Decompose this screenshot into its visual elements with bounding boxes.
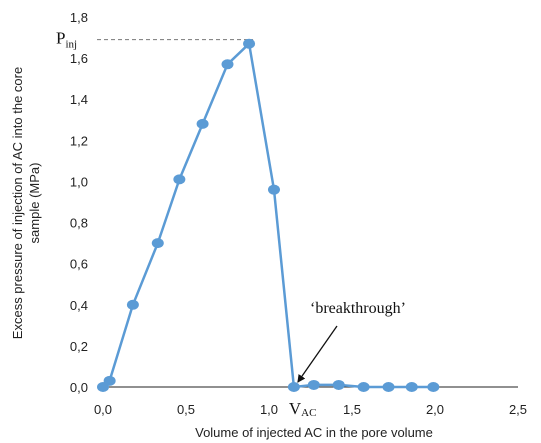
- data-point: [103, 375, 116, 386]
- data-point: [221, 59, 234, 70]
- data-point: [267, 184, 280, 195]
- y-tick-label: 0,4: [70, 298, 88, 313]
- data-point: [196, 118, 209, 129]
- vac-label: VAC: [289, 399, 317, 419]
- x-axis-tick-labels: 0,0 0,5 1,0 1,5 2,0 2,5: [94, 402, 527, 417]
- data-point: [151, 238, 164, 249]
- y-tick-label: 1,8: [70, 10, 88, 25]
- y-tick-label: 0,6: [70, 257, 88, 272]
- series-layer: [97, 38, 440, 392]
- vac-label-main: V: [289, 399, 302, 418]
- x-axis-title: Volume of injected AC in the pore volume: [195, 425, 433, 440]
- data-point: [382, 382, 395, 392]
- data-point: [126, 299, 139, 310]
- data-point: [307, 379, 320, 390]
- x-tick-label: 0,0: [94, 402, 112, 417]
- vac-label-sub: AC: [301, 407, 316, 419]
- y-tick-label: 1,0: [70, 174, 88, 189]
- y-tick-label: 0,0: [70, 380, 88, 395]
- y-axis-tick-labels: 0,0 0,2 0,4 0,6 0,8 1,0 1,2 1,4 1,6 1,8: [70, 10, 88, 395]
- y-axis-title-line-2: sample (MPa): [27, 163, 42, 244]
- breakthrough-arrow: [297, 325, 338, 383]
- y-tick-label: 1,6: [70, 51, 88, 66]
- y-axis-title-line-1: Excess pressure of injection of AC into …: [10, 67, 25, 339]
- breakthrough-label: ‘breakthrough’: [310, 300, 406, 317]
- y-tick-label: 0,2: [70, 339, 88, 354]
- x-tick-label: 2,5: [509, 402, 527, 417]
- data-point: [243, 38, 256, 49]
- y-tick-label: 1,2: [70, 133, 88, 148]
- x-tick-label: 0,5: [177, 402, 195, 417]
- data-point: [287, 382, 300, 392]
- pinj-label: Pinj: [56, 29, 77, 51]
- y-tick-label: 0,8: [70, 216, 88, 231]
- y-tick-label: 1,4: [70, 92, 88, 107]
- pinj-label-sub: inj: [65, 39, 77, 51]
- data-point: [405, 382, 418, 392]
- data-point: [173, 174, 186, 185]
- pinj-label-main: P: [56, 29, 65, 48]
- data-point: [427, 382, 440, 392]
- x-tick-label: 2,0: [426, 402, 444, 417]
- x-tick-label: 1,5: [343, 402, 361, 417]
- series-line: [102, 42, 434, 389]
- x-tick-label: 1,0: [260, 402, 278, 417]
- data-point: [332, 379, 345, 390]
- data-point: [357, 382, 370, 392]
